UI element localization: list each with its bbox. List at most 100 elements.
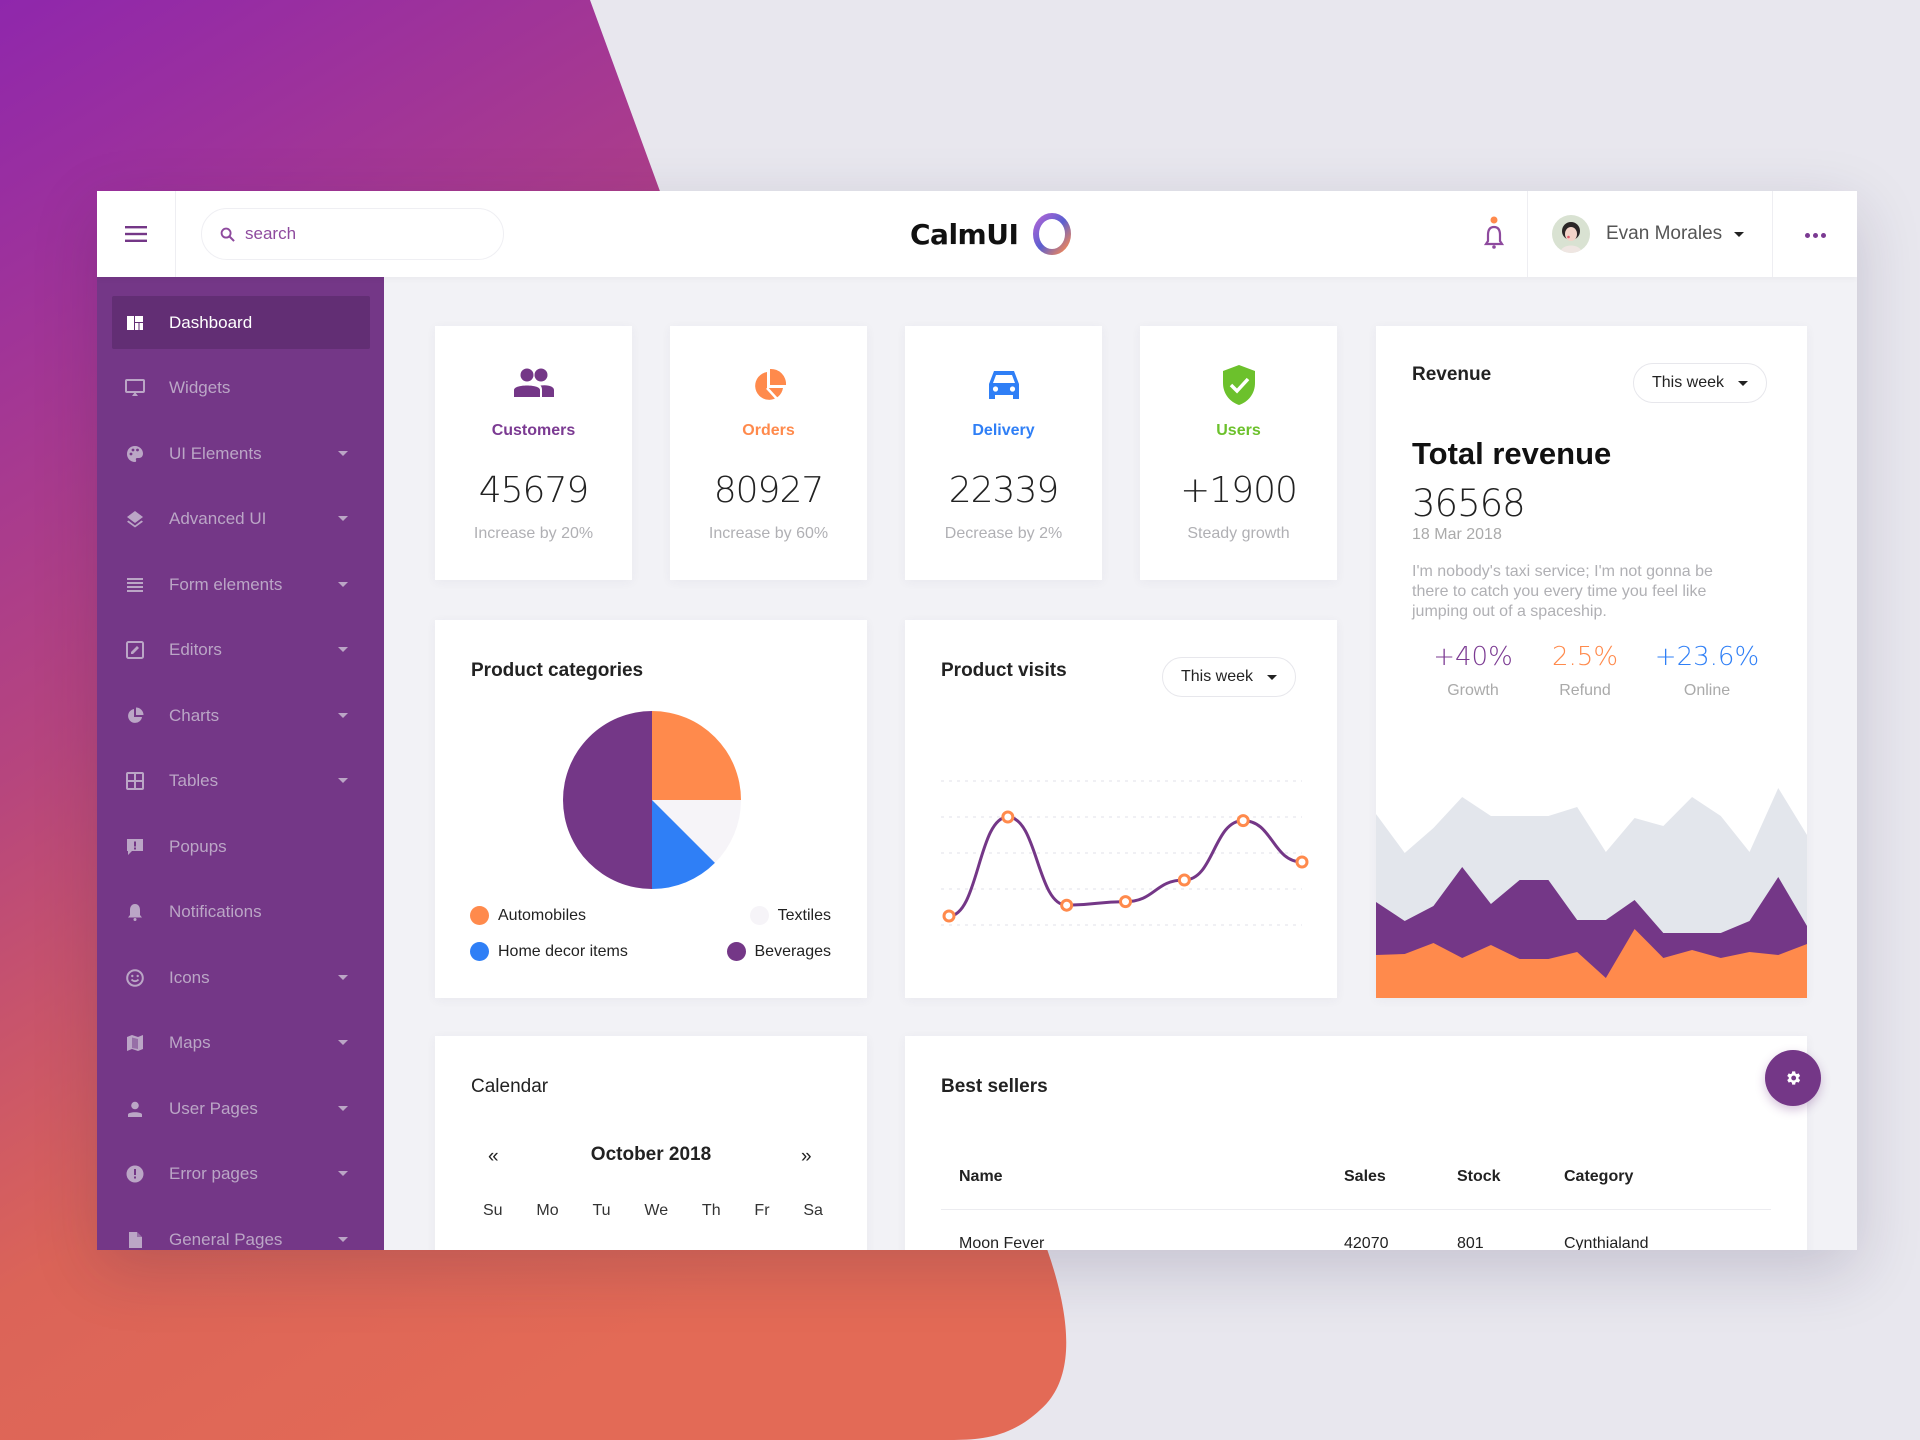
menu-toggle-button[interactable]	[97, 191, 176, 277]
weekday: Sa	[803, 1202, 823, 1219]
stat-subtext: Decrease by 2%	[944, 525, 1063, 542]
column-header-sales[interactable]: Sales	[1344, 1167, 1386, 1185]
product-categories-card: Product categories Automobiles Textiles …	[435, 620, 867, 998]
stat-value: +1900	[1180, 470, 1298, 511]
data-point[interactable]	[1177, 873, 1191, 887]
calendar-weekdays: Su Mo Tu We Th Fr Sa	[483, 1202, 823, 1220]
stat-subtext: Increase by 60%	[708, 525, 829, 542]
search-box[interactable]	[201, 208, 504, 260]
stat-subtext: Steady growth	[1187, 525, 1290, 542]
dropdown-value: This week	[1181, 668, 1254, 685]
revenue-period-dropdown[interactable]: This week	[1633, 363, 1768, 403]
metric-label: Refund	[1559, 682, 1611, 699]
sidebar-item-general-pages[interactable]: General Pages	[112, 1213, 370, 1250]
cell-sales: 42070	[1344, 1235, 1389, 1250]
calendar-next-button[interactable]: »	[801, 1146, 812, 1167]
error-icon	[124, 1163, 146, 1185]
sidebar-item-advanced-ui[interactable]: Advanced UI	[112, 492, 370, 545]
sidebar-item-ui-elements[interactable]: UI Elements	[112, 427, 370, 480]
metric-growth: +40% Growth	[1413, 642, 1533, 700]
sidebar-item-label: UI Elements	[169, 443, 262, 463]
user-menu[interactable]: Evan Morales	[1552, 213, 1745, 255]
best-sellers-table: Name Sales Stock Category Moon Fever 420…	[941, 1144, 1771, 1250]
column-header-category[interactable]: Category	[1564, 1167, 1634, 1185]
data-point[interactable]	[942, 909, 956, 923]
header-divider	[1527, 191, 1528, 277]
avatar	[1552, 215, 1590, 253]
shield-check-icon	[1140, 364, 1337, 405]
stat-label: Customers	[491, 422, 576, 439]
data-point[interactable]	[1001, 810, 1015, 824]
user-name: Evan Morales	[1606, 223, 1723, 244]
data-point[interactable]	[1119, 895, 1132, 909]
sidebar-item-label: Icons	[169, 967, 210, 987]
sidebar-item-user-pages[interactable]: User Pages	[112, 1082, 370, 1135]
logo-text: CalmUI	[910, 217, 1019, 251]
card-title: Product categories	[471, 660, 644, 681]
person-icon	[124, 1098, 146, 1120]
more-options-button[interactable]	[1773, 191, 1857, 277]
sidebar-item-notifications[interactable]: Notifications	[112, 885, 370, 938]
sidebar-item-form-elements[interactable]: Form elements	[112, 558, 370, 611]
car-icon	[905, 368, 1102, 408]
product-visits-line-chart	[941, 780, 1309, 926]
column-header-name[interactable]: Name	[959, 1167, 1003, 1185]
pie-slice[interactable]	[652, 800, 715, 889]
sidebar-item-tables[interactable]: Tables	[112, 754, 370, 807]
legend-swatch	[470, 942, 489, 961]
sidebar-item-dashboard[interactable]: Dashboard	[112, 296, 370, 349]
pie-slice[interactable]	[652, 711, 741, 800]
list-icon	[124, 574, 146, 596]
revenue-card: Revenue This week Total revenue 36568 18…	[1376, 326, 1807, 998]
settings-fab-button[interactable]	[1765, 1050, 1821, 1106]
header-divider	[1772, 191, 1773, 277]
table-row[interactable]: Moon Fever 42070 801 Cynthialand	[941, 1210, 1771, 1250]
data-point[interactable]	[1236, 814, 1250, 828]
sidebar: Dashboard Widgets UI Elements Advanced U…	[97, 277, 384, 1250]
sidebar-item-editors[interactable]: Editors	[112, 623, 370, 676]
sidebar-item-label: Advanced UI	[169, 508, 267, 528]
legend-swatch	[749, 906, 769, 925]
sidebar-item-label: Maps	[169, 1032, 211, 1052]
sidebar-item-widgets[interactable]: Widgets	[112, 361, 370, 414]
sidebar-item-error-pages[interactable]: Error pages	[112, 1147, 370, 1200]
sidebar-item-icons[interactable]: Icons	[112, 951, 370, 1004]
column-header-stock[interactable]: Stock	[1457, 1167, 1501, 1185]
pie-slice[interactable]	[563, 711, 652, 889]
legend-item-home-decor: Home decor items	[470, 942, 628, 961]
weekday: Fr	[754, 1202, 770, 1219]
cell-stock: 801	[1457, 1235, 1484, 1250]
top-bar: CalmUI Evan Morales	[97, 191, 1857, 277]
chevron-down-icon	[338, 713, 348, 718]
card-title: Calendar	[471, 1076, 549, 1097]
gear-icon	[1787, 1071, 1801, 1085]
legend-item-textiles: Textiles	[749, 906, 831, 925]
revenue-description: I'm nobody's taxi service; I'm not gonna…	[1412, 563, 1713, 620]
pie-slice[interactable]	[652, 800, 741, 863]
calendar-month: October 2018	[590, 1144, 712, 1165]
sidebar-item-label: Popups	[169, 836, 227, 856]
more-horizontal-icon	[1803, 225, 1827, 243]
total-revenue-heading: Total revenue	[1412, 436, 1612, 471]
calendar-card: Calendar October 2018 « » Su Mo Tu We Th…	[435, 1036, 867, 1250]
chevron-down-icon	[1734, 231, 1745, 237]
metric-online: +23.6% Online	[1647, 642, 1767, 700]
data-point[interactable]	[1295, 855, 1309, 869]
feedback-icon	[124, 836, 146, 858]
dropdown-value: This week	[1652, 374, 1725, 391]
sidebar-item-label: Notifications	[169, 901, 262, 921]
search-input[interactable]	[245, 224, 475, 244]
card-title: Revenue	[1412, 364, 1492, 385]
legend-label: Automobiles	[498, 906, 587, 924]
cell-category: Cynthialand	[1564, 1235, 1649, 1250]
sidebar-item-maps[interactable]: Maps	[112, 1016, 370, 1069]
sidebar-item-charts[interactable]: Charts	[112, 689, 370, 742]
visits-period-dropdown[interactable]: This week	[1162, 657, 1297, 697]
people-icon	[435, 368, 632, 408]
bell-icon	[1483, 216, 1505, 249]
sidebar-item-popups[interactable]: Popups	[112, 820, 370, 873]
data-point[interactable]	[1060, 898, 1074, 912]
calendar-prev-button[interactable]: «	[488, 1146, 499, 1167]
table-icon	[124, 770, 146, 792]
notifications-button[interactable]	[1474, 211, 1514, 257]
